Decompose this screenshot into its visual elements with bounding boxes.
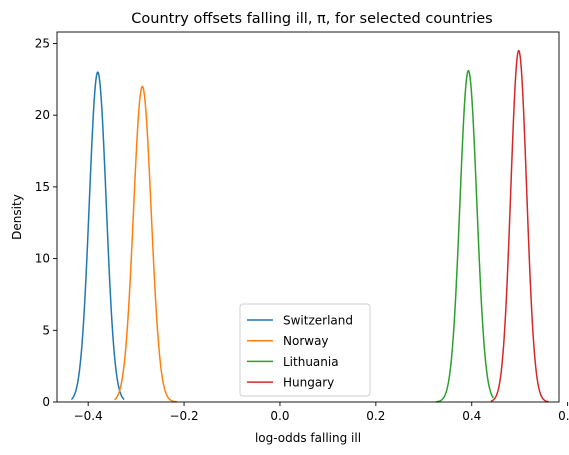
y-tick-label: 25 <box>35 36 50 50</box>
y-tick-label: 10 <box>35 252 50 266</box>
series-line-2 <box>435 69 494 403</box>
x-tick-label: 0.6 <box>558 409 569 423</box>
x-axis-label: log-odds falling ill <box>255 431 361 445</box>
legend-label: Norway <box>283 334 329 348</box>
x-tick-label: −0.4 <box>74 409 103 423</box>
legend-label: Lithuania <box>283 355 339 369</box>
y-tick-label: 20 <box>35 108 50 122</box>
y-tick-label: 0 <box>42 395 50 409</box>
x-tick-label: 0.0 <box>270 409 289 423</box>
plot-frame <box>56 31 560 403</box>
y-axis-ticks: 0 5 10 15 20 25 <box>35 36 57 409</box>
legend-box <box>239 303 371 397</box>
y-tick-label: 15 <box>35 180 50 194</box>
x-axis-ticks: −0.4 −0.2 0.0 0.2 0.4 0.6 <box>74 402 569 423</box>
x-tick-label: −0.2 <box>169 409 198 423</box>
plot-lines <box>70 49 549 403</box>
y-tick-label: 5 <box>42 323 50 337</box>
x-tick-label: 0.2 <box>366 409 385 423</box>
legend: Switzerland Norway Lithuania Hungary <box>239 303 371 397</box>
legend-label: Hungary <box>283 376 334 390</box>
series-line-0 <box>70 71 125 401</box>
series-line-1 <box>114 85 177 403</box>
series-line-3 <box>490 49 549 403</box>
x-tick-label: 0.4 <box>462 409 481 423</box>
legend-label: Switzerland <box>283 314 353 328</box>
chart-title: Country offsets falling ill, π, for sele… <box>131 11 492 27</box>
y-axis-label: Density <box>10 194 24 240</box>
